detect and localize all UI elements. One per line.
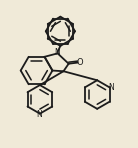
Text: N: N [109,83,114,92]
Text: N: N [36,110,42,119]
Text: O: O [77,58,84,67]
Text: N: N [55,48,60,57]
